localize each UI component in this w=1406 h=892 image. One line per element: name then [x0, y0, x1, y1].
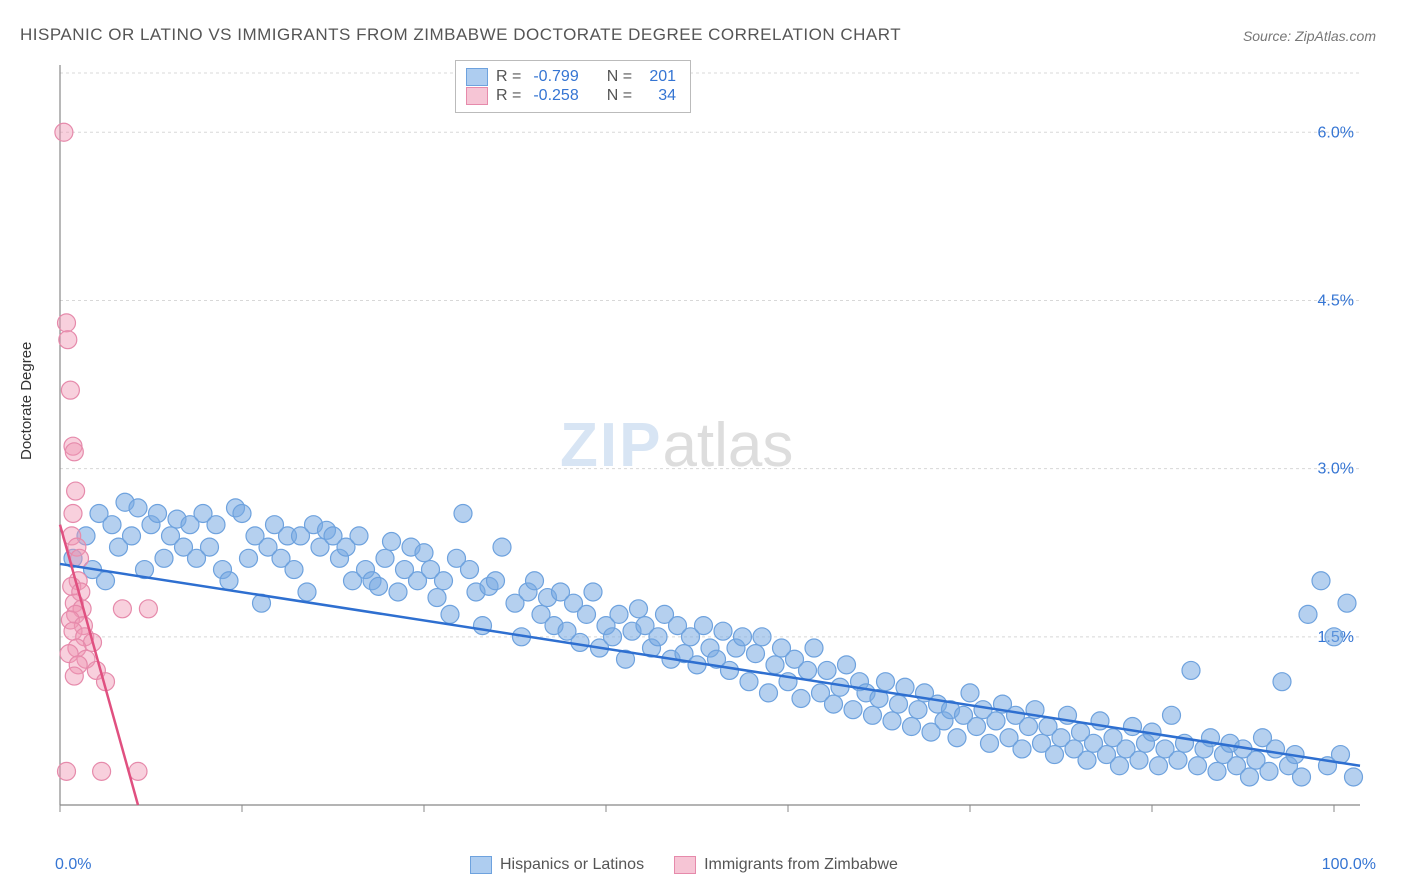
chart-title: HISPANIC OR LATINO VS IMMIGRANTS FROM ZI… [20, 25, 901, 45]
series-legend: Hispanics or Latinos Immigrants from Zimb… [470, 856, 898, 874]
source-attribution: Source: ZipAtlas.com [1243, 28, 1376, 44]
legend-n-label: N = [607, 68, 632, 86]
legend-series-name: Immigrants from Zimbabwe [704, 856, 898, 874]
legend-series-name: Hispanics or Latinos [500, 856, 644, 874]
svg-text:3.0%: 3.0% [1318, 461, 1354, 478]
legend-r-value: -0.258 [533, 87, 578, 105]
legend-n-value: 34 [646, 87, 676, 105]
svg-text:6.0%: 6.0% [1318, 124, 1354, 141]
legend-swatch [674, 856, 696, 874]
legend-item: Hispanics or Latinos [470, 856, 644, 874]
legend-r-label: R = [496, 68, 521, 86]
correlation-scatter-chart: 1.5%3.0%4.5%6.0% [50, 55, 1380, 830]
correlation-legend: R = -0.799 N = 201 R = -0.258 N = 34 [455, 60, 691, 113]
x-axis-max-label: 100.0% [1322, 856, 1376, 874]
legend-r-label: R = [496, 87, 521, 105]
legend-n-label: N = [607, 87, 632, 105]
y-axis-label: Doctorate Degree [18, 342, 35, 460]
legend-swatch [466, 87, 488, 105]
legend-item: Immigrants from Zimbabwe [674, 856, 898, 874]
x-axis-min-label: 0.0% [55, 856, 91, 874]
legend-swatch [470, 856, 492, 874]
svg-text:4.5%: 4.5% [1318, 292, 1354, 309]
legend-n-value: 201 [646, 68, 676, 86]
legend-swatch [466, 68, 488, 86]
legend-r-value: -0.799 [533, 68, 578, 86]
